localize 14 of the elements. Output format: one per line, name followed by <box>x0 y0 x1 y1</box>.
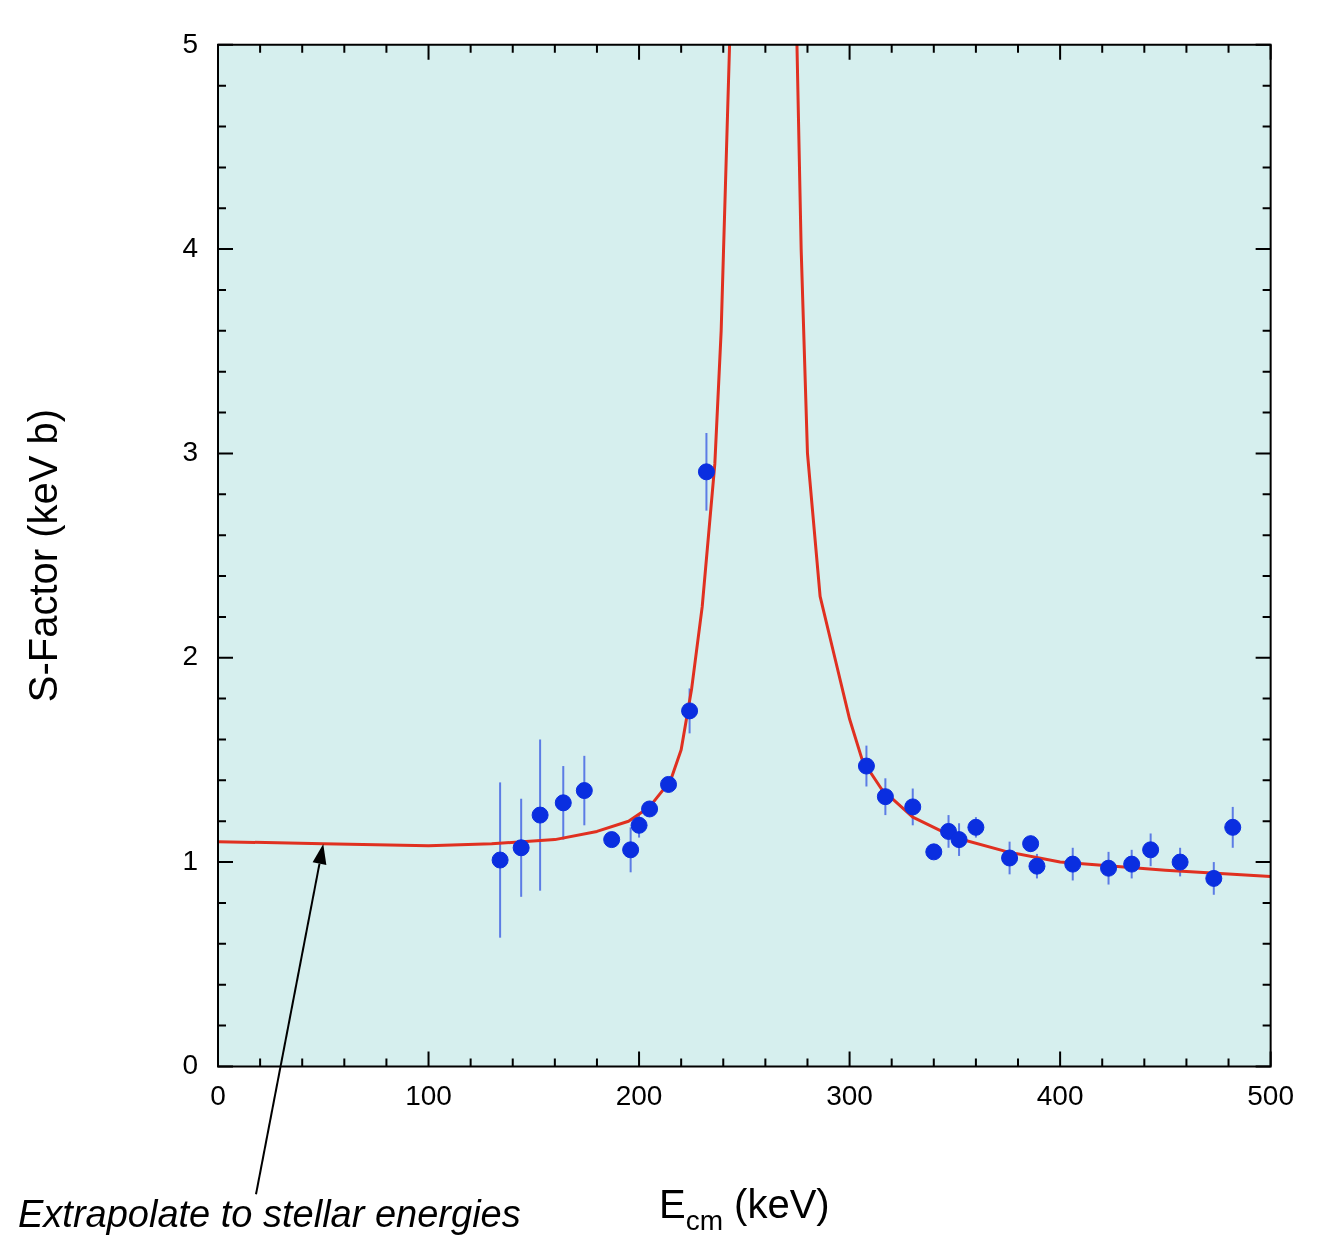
y-tick-label: 3 <box>182 436 198 468</box>
y-tick-label: 4 <box>182 231 198 263</box>
y-axis-title: S-Factor (keV b) <box>21 408 66 703</box>
x-tick-label: 500 <box>1247 1079 1294 1111</box>
y-tick-label: 1 <box>182 844 198 876</box>
x-tick-label: 200 <box>615 1079 663 1111</box>
y-tick-label: 0 <box>182 1049 198 1081</box>
x-tick-label: 400 <box>1036 1079 1084 1111</box>
x-tick-label: 0 <box>210 1079 226 1111</box>
y-tick-label: 2 <box>182 640 198 672</box>
y-tick-label: 5 <box>182 27 198 59</box>
x-tick-label: 300 <box>826 1079 873 1111</box>
text: Extrapolate to stellar energies <box>18 1192 521 1236</box>
x-tick-label: 100 <box>405 1079 452 1111</box>
